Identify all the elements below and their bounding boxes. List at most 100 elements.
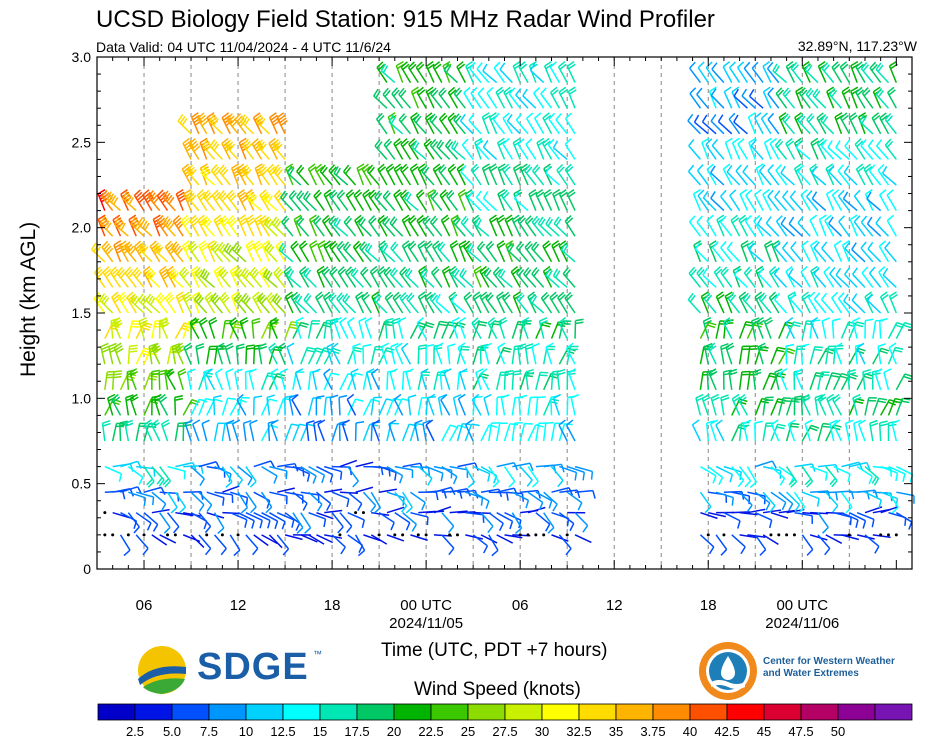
barb-flag [227, 141, 234, 149]
barb-shaft [328, 298, 341, 314]
calm-dot [424, 533, 428, 537]
wind-barb [414, 419, 423, 442]
wind-barb [218, 190, 231, 212]
barb-flag [124, 241, 131, 249]
barb-flag [124, 193, 130, 202]
barb-flag [429, 215, 437, 223]
wind-barb [523, 267, 537, 288]
barb-flag [780, 216, 787, 225]
barb-flag [508, 244, 515, 252]
barb-shaft [354, 220, 365, 237]
barb-shaft [333, 224, 349, 237]
barb-shaft [378, 398, 388, 416]
barb-flag [347, 317, 355, 324]
barb-shaft [527, 506, 546, 514]
barb-flag [378, 166, 387, 173]
barb-shaft [382, 196, 396, 212]
barb-shaft [138, 321, 145, 339]
barb-flag [115, 322, 123, 329]
wind-barb [166, 512, 180, 534]
barb-flag [582, 472, 586, 481]
barb-flag [162, 190, 169, 198]
barb-shaft [229, 534, 241, 551]
barb-flag [420, 368, 429, 374]
barb-flag [333, 316, 342, 323]
wind-barb [558, 86, 568, 109]
barb-flag [183, 242, 191, 250]
barb-flag [525, 138, 533, 145]
barb-shaft [810, 321, 819, 339]
barb-shaft [358, 222, 372, 237]
barb-flag [330, 268, 338, 276]
wind-barb [715, 419, 725, 442]
barb-flag [157, 294, 164, 302]
barb-flag [337, 294, 345, 302]
wind-barb [476, 139, 490, 160]
barb-shaft [135, 512, 152, 524]
barb-shaft [448, 271, 459, 288]
barb-flag [245, 143, 253, 151]
barb-flag [253, 112, 261, 119]
barb-flag [111, 393, 119, 401]
barb-flag [310, 242, 319, 249]
wind-barb [385, 163, 396, 186]
barb-flag [478, 323, 487, 327]
wind-barb [697, 61, 709, 84]
barb-shaft [512, 65, 521, 83]
barb-shaft [201, 423, 208, 442]
barb-shaft [496, 487, 515, 493]
barb-flag [252, 320, 261, 325]
barb-flag [143, 497, 147, 506]
barb-shaft [785, 346, 788, 365]
barb-flag [268, 166, 276, 173]
barb-shaft [189, 322, 200, 339]
barb-flag [480, 368, 488, 375]
barb-flag [355, 291, 363, 298]
wind-barb [540, 291, 553, 314]
wind-barb [315, 291, 325, 314]
barb-flag [262, 268, 269, 277]
barb-flag [266, 500, 271, 509]
barb-flag [366, 164, 374, 172]
barb-flag [473, 294, 482, 300]
wind-barb [472, 395, 483, 416]
calm-dot [361, 511, 365, 515]
barb-shaft [393, 143, 404, 160]
wind-barb [153, 242, 169, 263]
wind-barb [324, 465, 343, 480]
barb-shaft [376, 118, 388, 135]
wind-barb [191, 419, 201, 442]
wind-barb [754, 511, 773, 529]
barb-flag [236, 479, 244, 487]
barb-shaft [354, 534, 366, 551]
wind-barb [111, 533, 115, 537]
barb-shaft [362, 398, 373, 416]
barb-flag [505, 240, 514, 246]
barb-shaft [549, 66, 561, 83]
barb-flag [403, 217, 411, 224]
wind-barb [362, 343, 372, 365]
barb-flag [399, 266, 406, 274]
barb-shaft [503, 91, 513, 109]
wind-barb [801, 466, 814, 488]
barb-flag [471, 423, 480, 427]
barb-shaft [210, 247, 223, 263]
barb-flag [522, 88, 528, 97]
barb-shaft [400, 348, 412, 365]
barb-shaft [129, 398, 137, 416]
barb-flag [208, 114, 215, 122]
wind-barb [483, 267, 498, 288]
barb-flag [239, 316, 248, 323]
wind-barb [542, 421, 554, 442]
barb-flag [102, 419, 111, 424]
barb-shaft [450, 219, 459, 237]
wind-barb [259, 214, 271, 237]
barb-flag [480, 497, 484, 506]
barb-flag [223, 114, 231, 121]
barb-shaft [214, 491, 233, 496]
wind-barb [482, 139, 498, 160]
barb-shaft [416, 92, 427, 109]
wind-barb [179, 266, 192, 288]
barb-shaft [199, 142, 208, 160]
wind-barb [337, 266, 349, 288]
